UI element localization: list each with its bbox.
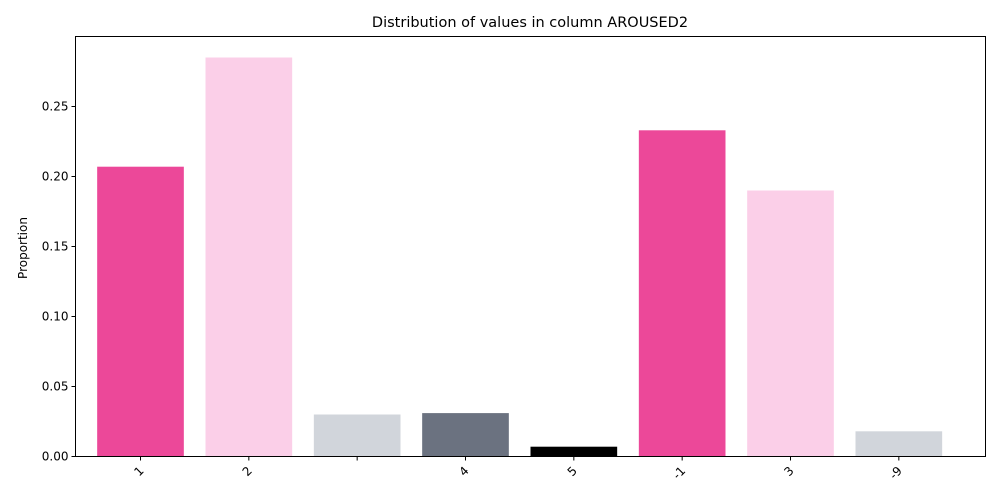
bar-1 — [205, 57, 293, 457]
plot-frame — [75, 36, 986, 457]
y-tick-label-0: 0.00 — [42, 450, 69, 464]
bars-group — [97, 57, 943, 457]
bar-3 — [422, 413, 509, 457]
y-axis-label: Proportion — [16, 217, 30, 279]
x-tick-label-6: 3 — [781, 464, 796, 479]
x-tick-label-1: 2 — [240, 464, 255, 479]
x-axis-ticks: 1 2 4 5 -1 3 -9 — [131, 456, 905, 482]
x-tick-label-7: -9 — [887, 464, 905, 482]
chart-title: Distribution of values in column AROUSED… — [372, 15, 688, 31]
bar-0 — [97, 166, 184, 457]
bar-5 — [638, 130, 726, 457]
y-tick-label-5: 0.25 — [42, 100, 69, 114]
y-tick-label-3: 0.15 — [42, 240, 69, 254]
x-tick-label-4: 5 — [565, 464, 580, 479]
x-tick-label-5: -1 — [670, 464, 688, 482]
y-tick-label-1: 0.05 — [42, 380, 69, 394]
bar-2 — [313, 414, 401, 457]
y-tick-label-4: 0.20 — [42, 170, 69, 184]
x-tick-label-3: 4 — [456, 464, 471, 479]
y-tick-label-2: 0.10 — [42, 310, 69, 324]
x-tick-label-0: 1 — [131, 464, 146, 479]
bar-6 — [747, 190, 834, 457]
bar-7 — [855, 431, 943, 457]
bar-4 — [530, 446, 618, 457]
y-axis-ticks: 0.00 0.05 0.10 0.15 0.20 0.25 — [42, 100, 76, 464]
